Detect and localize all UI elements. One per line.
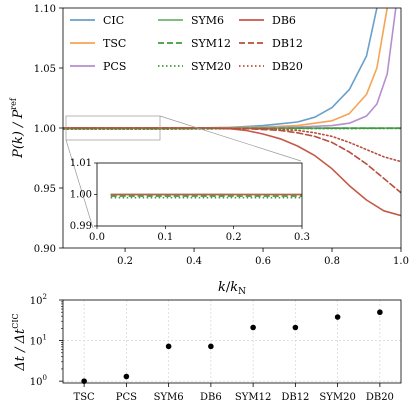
bottom-x-tick-label: DB20 <box>366 392 394 403</box>
top-x-tick-label: 0.4 <box>186 256 202 267</box>
point-sym20 <box>334 314 341 320</box>
top-x-ticks: 0.2 0.4 0.6 0.8 1.0 <box>117 248 409 267</box>
legend-item-sym6: SYM6 <box>158 14 224 27</box>
bottom-x-tick-label: SYM20 <box>319 392 355 403</box>
bottom-x-tick-label: SYM12 <box>235 392 271 403</box>
legend: CIC TSC PCS SYM6 SYM12 SYM20 DB6 DB12 DB20 <box>70 14 303 73</box>
legend-label: TSC <box>103 37 126 50</box>
legend-label: SYM20 <box>191 60 231 73</box>
point-db20 <box>377 309 383 316</box>
top-y-tick-label: 0.90 <box>34 244 56 255</box>
series-line-db20 <box>63 127 401 163</box>
legend-item-sym20: SYM20 <box>158 60 231 73</box>
bottom-x-tick-label: TSC <box>74 392 96 403</box>
legend-item-tsc: TSC <box>70 37 126 50</box>
inset-y-tick-label: 1.01 <box>70 158 92 169</box>
top-y-tick-label: 1.00 <box>34 124 56 135</box>
timing-panel: TSC PCS SYM6 DB6 SYM12 DB12 SYM20 DB20 10010110… <box>11 293 402 403</box>
top-y-tick-label: 0.95 <box>34 184 56 195</box>
bottom-x-ticks: TSC PCS SYM6 DB6 SYM12 DB12 SYM20 DB20 <box>74 383 394 403</box>
bottom-y-label: Δt / ΔtCIC <box>11 313 28 371</box>
point-db12 <box>292 324 299 331</box>
inset-x-tick-label: 0.1 <box>157 232 173 243</box>
top-x-tick-label: 0.8 <box>324 256 340 267</box>
zoom-connector-bottom <box>65 139 94 229</box>
legend-label: DB12 <box>272 37 303 50</box>
legend-item-cic: CIC <box>70 14 124 27</box>
inset-x-tick-label: 0.2 <box>226 232 242 243</box>
bottom-x-tick-label: DB12 <box>281 392 309 403</box>
bottom-grid <box>63 299 401 383</box>
legend-item-db12: DB12 <box>239 37 303 50</box>
bottom-y-tick-label: 101 <box>30 334 47 348</box>
bottom-y-tick-label: 100 <box>30 374 47 388</box>
inset-x-tick-label: 0.0 <box>89 232 105 243</box>
inset-x-ticks: 0.0 0.1 0.2 0.3 <box>89 226 310 243</box>
legend-label: DB6 <box>272 14 296 27</box>
top-y-ticks: 0.90 0.95 1.00 1.05 1.10 <box>34 4 63 255</box>
legend-label: PCS <box>103 60 126 73</box>
zoom-box <box>65 115 161 141</box>
bottom-points <box>81 309 383 384</box>
inset-panel: 0.0 0.1 0.2 0.3 0.99 1.00 1.01 <box>70 158 310 243</box>
top-x-label: k/kN <box>218 280 246 297</box>
top-series <box>63 8 401 217</box>
legend-item-sym12: SYM12 <box>158 37 231 50</box>
bottom-x-tick-label: DB6 <box>200 392 222 403</box>
legend-label: DB20 <box>272 60 303 73</box>
series-line-db6 <box>63 127 401 217</box>
top-y-tick-label: 1.05 <box>34 64 56 75</box>
point-db6 <box>208 343 214 350</box>
bottom-y-tick-label: 102 <box>30 293 47 307</box>
legend-label: SYM6 <box>191 14 224 27</box>
point-sym12 <box>250 324 256 331</box>
top-x-tick-label: 0.2 <box>117 256 133 267</box>
legend-item-pcs: PCS <box>70 60 126 73</box>
legend-label: SYM12 <box>191 37 231 50</box>
bottom-x-tick-label: PCS <box>116 392 137 403</box>
power-spectrum-panel: 0.2 0.4 0.6 0.8 1.0 0.90 0.95 1.00 1.05 1.10 0.0… <box>9 4 409 297</box>
legend-item-db20: DB20 <box>239 60 303 73</box>
point-tsc <box>81 378 87 384</box>
inset-series <box>110 193 302 199</box>
top-y-tick-label: 1.10 <box>34 4 56 15</box>
bottom-x-tick-label: SYM6 <box>154 392 184 403</box>
legend-label: CIC <box>103 14 124 27</box>
point-sym6 <box>165 343 172 350</box>
zoom-connector-top <box>159 115 302 162</box>
inset-x-tick-label: 0.3 <box>294 232 310 243</box>
bottom-y-ticks: 100 101 102 <box>30 293 63 388</box>
top-y-label: P(k) / Pref <box>9 97 26 159</box>
legend-item-db6: DB6 <box>239 14 296 27</box>
inset-y-ticks: 0.99 1.00 1.01 <box>70 158 97 232</box>
point-pcs <box>123 373 130 380</box>
top-x-tick-label: 0.6 <box>255 256 271 267</box>
inset-y-tick-label: 0.99 <box>70 221 92 232</box>
bottom-frame <box>62 299 402 384</box>
top-x-tick-label: 1.0 <box>393 256 409 267</box>
inset-y-tick-label: 1.00 <box>70 190 92 201</box>
